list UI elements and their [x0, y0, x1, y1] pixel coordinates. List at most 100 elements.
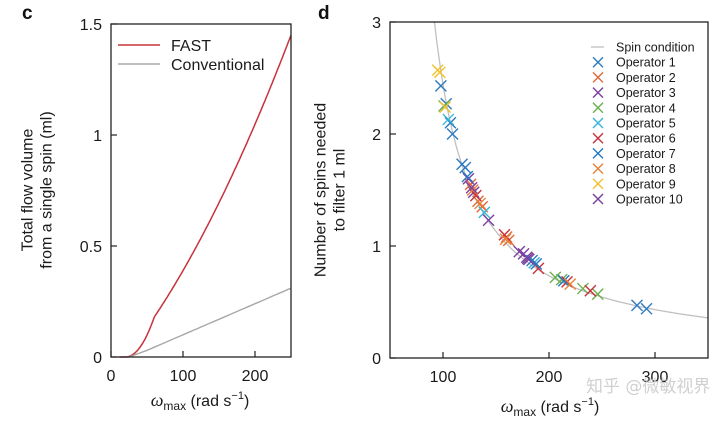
y-label-line: Total flow volume	[20, 129, 37, 252]
marker-operator-7	[461, 170, 474, 183]
d-y-tick-label: 0	[372, 351, 381, 368]
legend-marker-operator-6	[592, 132, 604, 144]
x-label-superscript: −1	[581, 396, 594, 408]
marker-operator-6	[469, 189, 482, 202]
marker-operator-8	[564, 278, 577, 291]
y-label-line: Number of spins needed	[313, 103, 330, 277]
marker-operator-2	[502, 234, 515, 247]
panel-label-d: d	[318, 3, 330, 24]
marker-operator-10	[465, 181, 478, 194]
c-y-tick-label: 1	[93, 128, 102, 145]
marker-operator-10	[482, 214, 495, 227]
c-axes-frame	[110, 23, 292, 358]
legend-label-operator-1: Operator 1	[616, 56, 676, 70]
marker-operator-8	[499, 233, 512, 246]
marker-operator-6	[532, 262, 545, 275]
legend-label-operator-9: Operator 9	[616, 177, 676, 191]
x-label-unit: (rad s	[536, 399, 581, 416]
c-y-tick-label: 0	[93, 350, 102, 367]
legend-label-operator-7: Operator 7	[616, 147, 676, 161]
c-y-tick-label: 0.5	[80, 239, 102, 256]
marker-operator-1	[434, 79, 447, 92]
y-label-line: to filter 1 ml	[332, 149, 349, 232]
marker-operator-7	[456, 158, 469, 171]
marker-operator-1	[630, 299, 643, 312]
marker-operator-4	[549, 271, 562, 284]
marker-operator-6	[584, 284, 597, 297]
x-axis-label-d: ωmax (rad s−1)	[501, 396, 600, 419]
y-axis-label-d: Number of spins needed to filter 1 ml	[313, 103, 349, 277]
legend-marker-operator-10	[592, 193, 604, 205]
line-fast	[119, 34, 292, 358]
d-y-tick-label: 2	[372, 127, 381, 144]
x-axis-label-c: ωmax (rad s−1)	[151, 390, 250, 413]
marker-operator-7	[530, 257, 543, 270]
y-axis-label-c: Total flow volume from a single spin (ml)	[20, 111, 56, 268]
marker-operator-3	[462, 172, 475, 185]
legend-marker-operator-9	[592, 178, 604, 190]
legend-label-operator-4: Operator 4	[616, 101, 676, 115]
legend-marker-operator-2	[592, 71, 604, 83]
x-label-subscript: max	[513, 405, 536, 419]
legend-c: FAST Conventional	[118, 38, 264, 74]
x-label-close: )	[594, 399, 599, 416]
legend-marker-operator-1	[592, 56, 604, 68]
watermark: 知乎 @微敏视界	[586, 377, 710, 397]
marker-operator-8	[466, 184, 479, 196]
legend-label-operator-3: Operator 3	[616, 86, 676, 100]
x-label-symbol: ω	[151, 390, 164, 410]
axes-c: 0 100 200 0 0.5 1 1.5	[80, 17, 292, 385]
legend-label-fast: FAST	[171, 38, 211, 55]
marker-operator-9	[439, 101, 452, 114]
legend-label-operator-10: Operator 10	[616, 193, 683, 207]
marker-operator-1	[446, 128, 459, 140]
panel-c: c 0 100 200 0 0.5 1 1.5 FAST Conventional Total…	[20, 3, 292, 413]
marker-operator-1	[640, 302, 653, 315]
marker-operator-6	[498, 228, 511, 241]
d-x-tick-label: 200	[536, 369, 563, 386]
y-label-line: from a single spin (ml)	[39, 111, 56, 268]
x-label-unit: (rad s	[186, 393, 231, 410]
x-label-superscript: −1	[231, 390, 244, 402]
legend-marker-operator-3	[592, 87, 604, 99]
marker-operator-10	[513, 245, 526, 258]
legend-marker-operator-7	[592, 147, 604, 159]
plot-area-c	[119, 34, 292, 358]
c-x-tick-label: 100	[170, 368, 197, 385]
legend-label-operator-2: Operator 2	[616, 71, 676, 85]
legend-marker-operator-5	[592, 117, 604, 129]
marker-operator-4	[576, 282, 589, 295]
marker-operator-8	[474, 197, 487, 210]
marker-operator-1	[444, 116, 457, 129]
legend-label-operator-8: Operator 8	[616, 162, 676, 176]
legend-label-operator-6: Operator 6	[616, 132, 676, 146]
x-label-subscript: max	[163, 399, 186, 413]
d-x-tick-label: 100	[430, 369, 457, 386]
legend-marker-operator-4	[592, 102, 604, 114]
legend-label-operator-5: Operator 5	[616, 117, 676, 131]
d-y-tick-label: 1	[372, 239, 381, 256]
marker-operator-7	[557, 274, 570, 287]
d-y-tick-label: 3	[372, 15, 381, 32]
marker-operator-4	[591, 288, 604, 301]
line-conventional	[125, 287, 292, 358]
c-x-tick-label: 0	[107, 368, 116, 385]
legend-label-conventional: Conventional	[171, 57, 264, 74]
marker-operator-10	[521, 252, 534, 265]
d-x-tick-label: 300	[642, 369, 669, 386]
panel-label-c: c	[22, 3, 33, 24]
x-label-symbol: ω	[501, 396, 514, 416]
legend-marker-operator-8	[592, 163, 604, 175]
marker-operator-9	[433, 66, 446, 79]
marker-operator-5	[442, 113, 455, 126]
c-x-tick-label: 200	[242, 368, 269, 385]
legend-label-spin-condition: Spin condition	[616, 41, 695, 55]
plot-area-d	[431, 22, 708, 319]
marker-operator-5	[478, 206, 491, 219]
c-y-tick-label: 1.5	[80, 17, 102, 34]
x-label-close: )	[244, 393, 249, 410]
axes-d: 100 200 300 0 1 2 3	[372, 15, 709, 386]
